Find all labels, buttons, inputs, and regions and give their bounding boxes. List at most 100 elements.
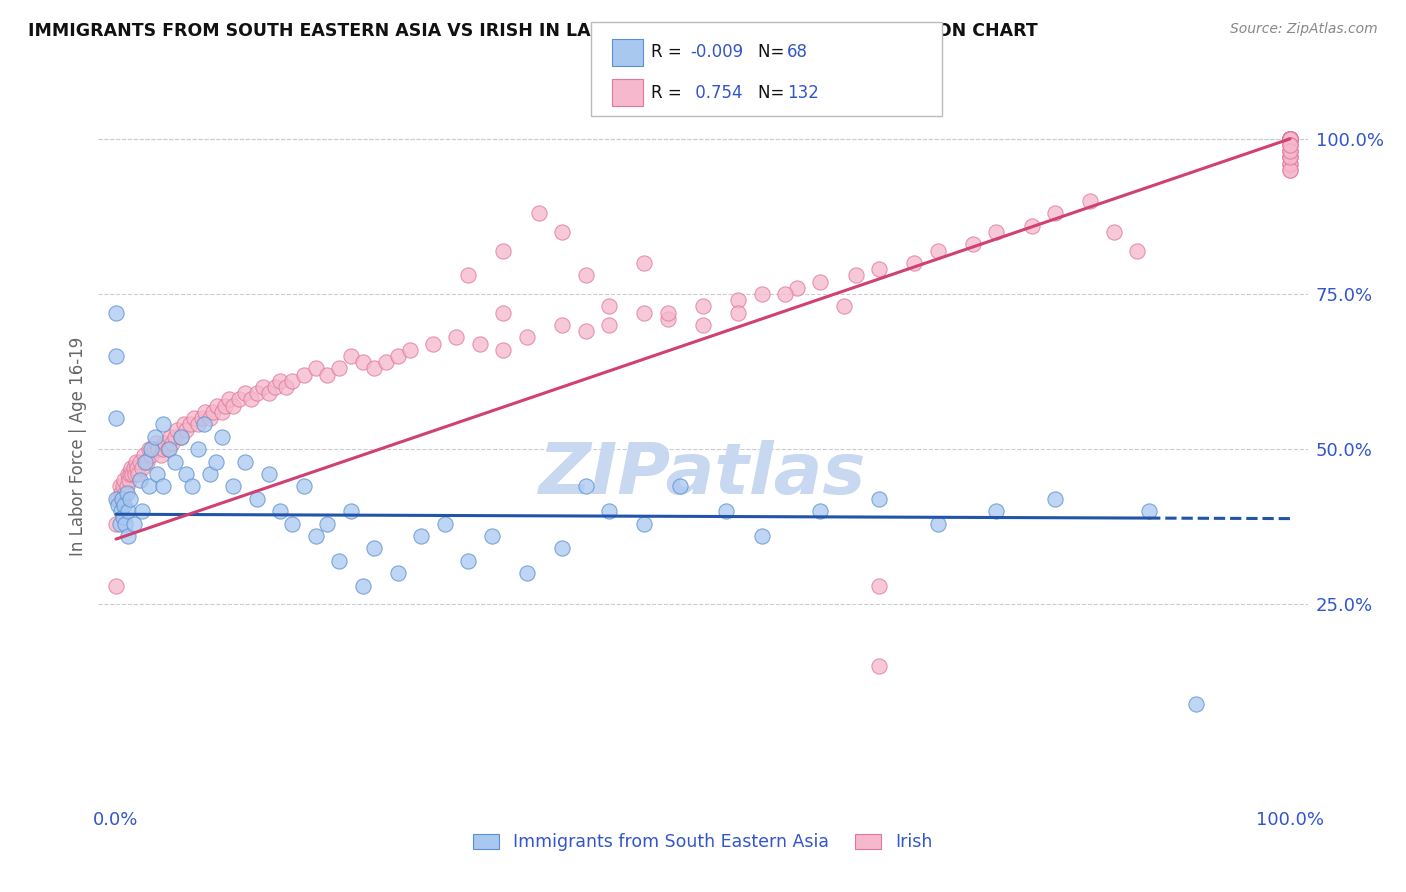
Point: [773, 287, 796, 301]
Point: [124, 467, 146, 481]
Point: [1278, 132, 1301, 146]
Point: [181, 479, 204, 493]
Point: [1278, 138, 1301, 153]
Point: [340, 504, 363, 518]
Point: [112, 510, 135, 524]
Point: [1278, 132, 1301, 146]
Point: [211, 430, 233, 444]
Point: [111, 491, 134, 506]
Point: [145, 436, 167, 450]
Point: [246, 491, 269, 506]
Point: [173, 417, 195, 432]
Point: [105, 411, 128, 425]
Point: [1278, 162, 1301, 177]
Point: [422, 336, 444, 351]
Point: [527, 206, 550, 220]
Point: [131, 504, 153, 518]
Legend: Immigrants from South Eastern Asia, Irish: Immigrants from South Eastern Asia, Iris…: [467, 827, 939, 858]
Point: [125, 454, 148, 468]
Point: [240, 392, 263, 407]
Point: [122, 460, 145, 475]
Point: [204, 454, 226, 468]
Point: [105, 579, 128, 593]
Point: [111, 491, 134, 506]
Point: [575, 479, 598, 493]
Point: [375, 355, 398, 369]
Point: [183, 411, 205, 425]
Point: [269, 504, 291, 518]
Point: [1278, 138, 1301, 153]
Point: [112, 473, 135, 487]
Point: [1278, 132, 1301, 146]
Point: [108, 516, 131, 531]
Point: [808, 504, 831, 518]
Point: [114, 516, 136, 531]
Point: [492, 244, 515, 258]
Point: [162, 436, 184, 450]
Point: [1278, 151, 1301, 165]
Point: [1021, 219, 1043, 233]
Y-axis label: In Labor Force | Age 16-19: In Labor Force | Age 16-19: [69, 336, 87, 556]
Point: [352, 579, 374, 593]
Point: [152, 442, 174, 456]
Point: [1278, 132, 1301, 146]
Point: [163, 454, 186, 468]
Point: [112, 498, 135, 512]
Point: [120, 491, 142, 506]
Text: ZIPatlas: ZIPatlas: [540, 440, 866, 509]
Point: [194, 405, 217, 419]
Point: [127, 460, 149, 475]
Point: [411, 529, 433, 543]
Point: [202, 405, 225, 419]
Point: [692, 299, 714, 313]
Point: [551, 541, 574, 556]
Point: [142, 442, 165, 456]
Point: [179, 417, 201, 432]
Point: [1278, 162, 1301, 177]
Point: [1126, 244, 1149, 258]
Point: [233, 386, 256, 401]
Point: [903, 256, 925, 270]
Point: [727, 305, 749, 319]
Point: [1278, 138, 1301, 153]
Point: [190, 411, 212, 425]
Point: [138, 442, 160, 456]
Point: [786, 281, 808, 295]
Point: [198, 411, 221, 425]
Point: [1102, 225, 1125, 239]
Point: [141, 442, 163, 456]
Point: [1278, 132, 1301, 146]
Point: [1278, 151, 1301, 165]
Point: [117, 504, 139, 518]
Point: [118, 473, 141, 487]
Point: [105, 491, 128, 506]
Point: [716, 504, 738, 518]
Point: [598, 318, 620, 332]
Point: [1278, 132, 1301, 146]
Point: [433, 516, 456, 531]
Point: [152, 479, 174, 493]
Point: [1278, 132, 1301, 146]
Point: [148, 442, 170, 456]
Point: [1278, 132, 1301, 146]
Point: [292, 479, 315, 493]
Point: [134, 454, 156, 468]
Point: [131, 460, 153, 475]
Point: [120, 460, 142, 475]
Point: [127, 467, 149, 481]
Point: [516, 330, 538, 344]
Point: [363, 541, 385, 556]
Point: [138, 479, 160, 493]
Point: [193, 417, 215, 432]
Point: [481, 529, 503, 543]
Point: [157, 442, 180, 456]
Point: [633, 256, 655, 270]
Point: [516, 566, 538, 581]
Point: [1137, 504, 1160, 518]
Point: [927, 244, 949, 258]
Text: IMMIGRANTS FROM SOUTH EASTERN ASIA VS IRISH IN LABOR FORCE | AGE 16-19 CORRELATI: IMMIGRANTS FROM SOUTH EASTERN ASIA VS IR…: [28, 22, 1038, 40]
Point: [598, 504, 620, 518]
Point: [845, 268, 868, 283]
Point: [218, 392, 240, 407]
Point: [114, 485, 136, 500]
